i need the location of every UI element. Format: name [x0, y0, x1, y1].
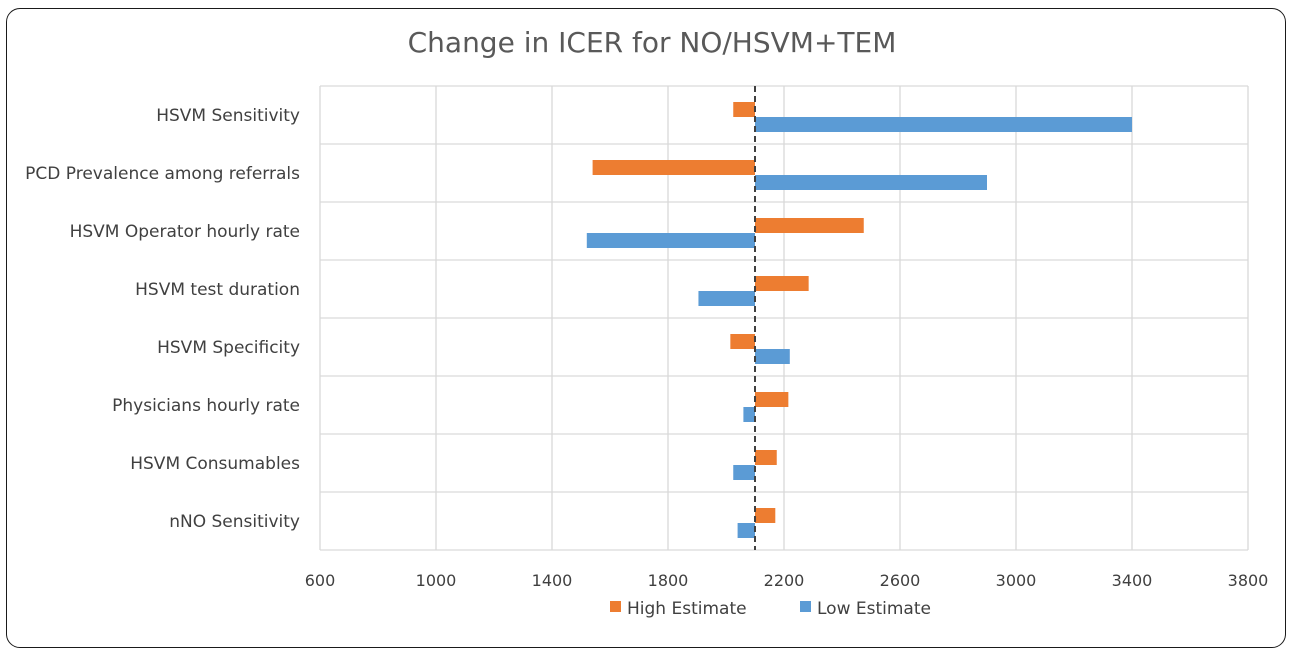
x-tick-label-4: 2200: [764, 571, 805, 590]
legend-label-0: High Estimate: [627, 599, 747, 619]
bars: [586, 102, 1132, 538]
tornado-chart: Change in ICER for NO/HSVM+TEM HSVM Sens…: [25, 26, 1269, 619]
category-label-0: HSVM Sensitivity: [156, 106, 300, 126]
legend-swatch-1: [800, 601, 811, 612]
bar-low-2: [586, 233, 755, 248]
bar-high-6: [755, 450, 777, 465]
chart-title: Change in ICER for NO/HSVM+TEM: [408, 26, 897, 59]
x-tick-label-6: 3000: [996, 571, 1037, 590]
grid-lines: [319, 85, 1249, 551]
bar-low-6: [733, 465, 755, 480]
category-label-2: HSVM Operator hourly rate: [70, 222, 300, 242]
bar-low-5: [743, 407, 755, 422]
bar-low-7: [737, 523, 755, 538]
x-tick-label-5: 2600: [880, 571, 921, 590]
bar-low-3: [698, 291, 755, 306]
bar-high-5: [755, 392, 789, 407]
x-tick-label-8: 3800: [1228, 571, 1269, 590]
bar-high-0: [733, 102, 755, 117]
bar-low-1: [755, 175, 987, 190]
bar-low-4: [755, 349, 790, 364]
category-label-1: PCD Prevalence among referrals: [25, 164, 300, 184]
category-label-3: HSVM test duration: [135, 280, 300, 300]
bar-high-4: [730, 334, 755, 349]
x-tick-label-3: 1800: [648, 571, 689, 590]
chart-frame: [6, 8, 1286, 648]
bar-low-0: [755, 117, 1132, 132]
legend: High Estimate Low Estimate: [610, 599, 931, 619]
legend-swatch-0: [610, 601, 621, 612]
category-label-7: nNO Sensitivity: [169, 512, 300, 532]
x-tick-label-1: 1000: [416, 571, 457, 590]
x-tick-label-2: 1400: [532, 571, 573, 590]
x-tick-label-0: 600: [305, 571, 336, 590]
bar-high-1: [592, 160, 755, 175]
bar-high-7: [755, 508, 776, 523]
category-label-5: Physicians hourly rate: [112, 396, 300, 416]
bar-high-2: [755, 218, 864, 233]
tick-labels: 600 1000 1400 1800 2200 2600 3000 3400 3800: [305, 571, 1269, 590]
category-labels: HSVM Sensitivity PCD Prevalence among ref…: [25, 106, 300, 532]
bar-high-3: [755, 276, 809, 291]
legend-label-1: Low Estimate: [817, 599, 931, 619]
category-label-6: HSVM Consumables: [130, 454, 300, 474]
x-tick-label-7: 3400: [1112, 571, 1153, 590]
category-label-4: HSVM Specificity: [157, 338, 300, 358]
